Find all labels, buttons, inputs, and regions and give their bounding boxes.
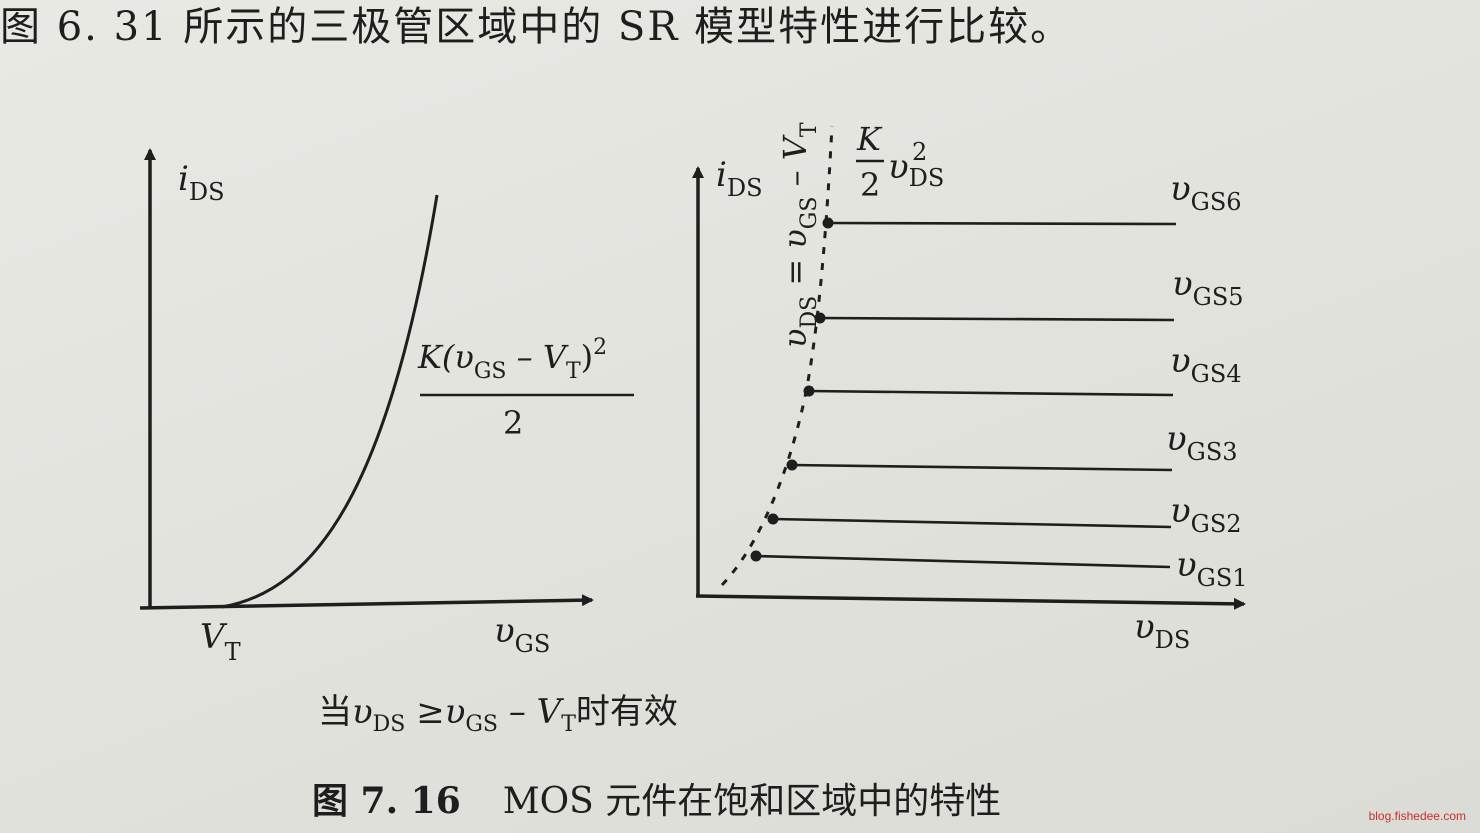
svg-text:2: 2 — [860, 166, 880, 204]
validity-condition: 当υDS ≥υGS – VT时有效 — [318, 692, 678, 737]
curve-vgs6-knee-dot — [822, 217, 834, 229]
curve-label-vgs1: υGS1 — [1176, 545, 1248, 592]
curve-vgs1 — [755, 554, 1171, 569]
watermark: blog.fishedee.com — [1368, 809, 1466, 823]
curve-label-vgs4: υGS4 — [1170, 341, 1242, 388]
figure-caption-text: MOS 元件在饱和区域中的特性 — [502, 781, 1002, 822]
boundary-label: υDS = υGS – VT — [776, 122, 822, 348]
curve-vgs2-knee-dot — [767, 513, 779, 525]
curve-vgs2 — [772, 517, 1172, 529]
curve-vgs1-knee-dot — [750, 550, 762, 562]
figure-caption: 图 7. 16 MOS 元件在饱和区域中的特性 — [312, 772, 1001, 824]
right-x-axis — [695, 594, 1246, 610]
svg-text:K(υGS – VT)2: K(υGS – VT)2 — [417, 335, 607, 384]
svg-text:K: K — [856, 120, 883, 158]
svg-text:2: 2 — [503, 404, 523, 442]
curve-vgs3-knee-dot — [786, 459, 798, 471]
curve-label-vgs5: υGS5 — [1172, 264, 1244, 311]
left-square-law-curve — [221, 194, 439, 609]
left-plot: iDS υGS VT K(υGS – VT)2 2 — [139, 148, 634, 666]
top-text: 图 6. 31 所示的三极管区域中的 SR 模型特性进行比较。 — [0, 4, 1073, 50]
left-x-label: υGS — [494, 611, 550, 658]
curve-vgs4-knee-dot — [803, 385, 815, 397]
curve-vgs3 — [791, 463, 1173, 472]
curve-label-vgs3: υGS3 — [1166, 419, 1238, 466]
svg-text:υDS: υDS — [888, 147, 944, 192]
saturation-curves — [750, 217, 1177, 569]
right-x-label: υDS — [1134, 607, 1190, 654]
curve-vgs6 — [827, 221, 1177, 226]
left-y-label: iDS — [178, 159, 225, 206]
boundary-formula: K 2 υDS 2 — [856, 120, 944, 204]
svg-text:2: 2 — [912, 138, 927, 166]
curve-label-vgs6: υGS6 — [1170, 169, 1242, 216]
right-y-label: iDS — [716, 155, 763, 202]
curve-vgs5-knee-dot — [814, 312, 826, 324]
left-formula: K(υGS – VT)2 2 — [417, 335, 634, 442]
curve-vgs4 — [808, 389, 1174, 397]
right-plot: υGS6 υGS5 υGS4 υGS3 υGS2 υGS1 iDS υDS K … — [692, 120, 1248, 654]
left-x-axis — [139, 594, 594, 610]
figure-number: 图 7. 16 — [312, 780, 461, 822]
curve-label-vgs2: υGS2 — [1170, 491, 1242, 538]
curve-vgs5 — [819, 316, 1175, 322]
left-origin-label: VT — [200, 617, 241, 666]
